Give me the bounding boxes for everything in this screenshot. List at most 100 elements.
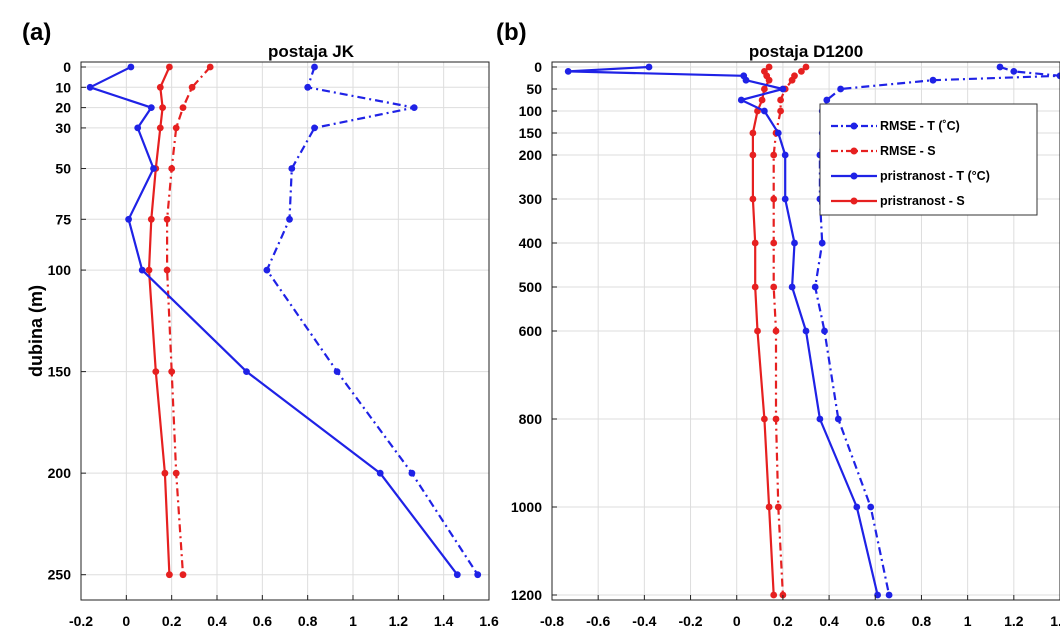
y-tick-label-b: 200 bbox=[519, 147, 543, 163]
data-point-rmse-t-c-a bbox=[311, 63, 318, 71]
data-point-rmse-t-c-b bbox=[1056, 72, 1060, 80]
x-tick-label-a: 1.2 bbox=[389, 613, 409, 629]
data-point-rmse-s-b bbox=[798, 68, 805, 75]
data-point-pristranost-t-c-b bbox=[853, 503, 861, 511]
y-tick-label-a: 200 bbox=[48, 465, 72, 481]
legend-box bbox=[819, 103, 1038, 216]
data-point-pristranost-s-b bbox=[749, 129, 757, 137]
data-point-rmse-s-b bbox=[770, 239, 778, 247]
data-point-rmse-s-b bbox=[770, 195, 778, 203]
data-point-pristranost-s-b bbox=[761, 85, 768, 93]
data-point-rmse-t-c-b bbox=[929, 76, 937, 84]
data-point-pristranost-t-c-b bbox=[781, 195, 789, 203]
data-point-rmse-t-c-b bbox=[996, 63, 1004, 71]
y-tick-label-a: 20 bbox=[55, 100, 71, 116]
data-point-pristranost-t-c-b bbox=[761, 107, 768, 115]
y-axis-label: dubina (m) bbox=[26, 285, 46, 377]
y-tick-label-a: 0 bbox=[63, 59, 71, 75]
data-point-rmse-t-c-b bbox=[821, 327, 828, 335]
data-point-rmse-t-c-a bbox=[311, 124, 318, 132]
data-point-pristranost-s-a bbox=[156, 124, 164, 132]
y-tick-label-b: 600 bbox=[519, 323, 543, 339]
x-tick-label-b: 0 bbox=[733, 613, 741, 629]
panel-label-a: (a) bbox=[22, 19, 51, 46]
data-point-rmse-s-a bbox=[206, 63, 214, 71]
x-tick-label-a: -0.2 bbox=[69, 613, 93, 629]
data-point-rmse-s-a bbox=[163, 215, 171, 223]
data-point-pristranost-s-a bbox=[159, 104, 167, 111]
data-point-pristranost-t-c-b bbox=[774, 129, 782, 137]
data-point-rmse-t-c-a bbox=[474, 571, 482, 579]
data-point-pristranost-s-b bbox=[765, 63, 773, 71]
x-tick-label-b: 0.6 bbox=[866, 613, 886, 629]
ticks-b: -0.8 -0.6 -0.4 -0.2 0 0.2 0.4 0.6 0.8 1 1.2 1.4 0 50 1… bbox=[511, 59, 1060, 629]
data-point-rmse-s-b bbox=[770, 283, 778, 291]
data-point-pristranost-t-c-b bbox=[791, 239, 798, 247]
data-point-pristranost-s-a bbox=[166, 63, 173, 71]
x-tick-label-b: -0.2 bbox=[678, 613, 702, 629]
data-point-pristranost-t-c-b bbox=[816, 415, 824, 423]
x-tick-label-b: 0.2 bbox=[773, 613, 793, 629]
data-point-pristranost-t-c-b bbox=[779, 85, 787, 93]
data-point-rmse-t-c-a bbox=[288, 165, 296, 172]
legend-item-rmse-s: RMSE - S bbox=[831, 144, 936, 158]
data-point-rmse-t-c-b bbox=[837, 85, 844, 93]
data-point-rmse-t-c-b bbox=[834, 415, 842, 423]
chart-title-b: postaja D1200 bbox=[749, 42, 863, 61]
panel-b: (b) postaja D1200 -0.8 -0.6 -0.4 -0.2 0 0.2 0.… bbox=[496, 19, 1060, 629]
y-tick-label-b: 1000 bbox=[511, 499, 542, 515]
y-tick-label-a: 250 bbox=[48, 567, 72, 583]
data-point-rmse-t-c-a bbox=[408, 469, 416, 477]
x-tick-label-a: 0.8 bbox=[298, 613, 318, 629]
data-point-rmse-t-c-b bbox=[823, 96, 831, 104]
data-point-pristranost-s-b bbox=[749, 195, 757, 203]
series-line-rmse-s-b bbox=[772, 66, 807, 596]
x-tick-label-b: -0.4 bbox=[632, 613, 656, 629]
panel-label-b: (b) bbox=[496, 19, 527, 46]
x-tick-label-b: 1.4 bbox=[1050, 613, 1060, 629]
data-point-rmse-s-a bbox=[168, 165, 176, 172]
data-point-rmse-t-c-b bbox=[818, 239, 826, 247]
data-point-rmse-t-c-b bbox=[811, 283, 819, 291]
legend-label-pristranost-s: pristranost - S bbox=[880, 194, 965, 208]
y-tick-label-b: 100 bbox=[519, 103, 543, 119]
series-layer-a bbox=[86, 63, 482, 579]
data-point-pristranost-t-c-b bbox=[802, 327, 810, 335]
data-point-pristranost-t-c-b bbox=[788, 283, 796, 291]
data-point-pristranost-t-c-b bbox=[645, 63, 653, 71]
data-point-rmse-s-a bbox=[188, 83, 196, 91]
data-point-pristranost-s-b bbox=[751, 239, 759, 247]
legend-label-rmse-s: RMSE - S bbox=[880, 144, 936, 158]
x-tick-label-b: -0.6 bbox=[586, 613, 610, 629]
x-tick-label-a: 1.6 bbox=[479, 613, 499, 629]
x-tick-label-b: 0.8 bbox=[912, 613, 932, 629]
data-point-rmse-s-a bbox=[172, 124, 180, 132]
data-point-rmse-t-c-a bbox=[333, 368, 341, 375]
data-point-rmse-s-a bbox=[168, 368, 176, 375]
data-point-rmse-s-b bbox=[774, 503, 782, 511]
y-tick-label-b: 50 bbox=[526, 81, 542, 97]
data-point-rmse-s-b bbox=[802, 63, 810, 71]
data-point-rmse-s-a bbox=[179, 104, 187, 111]
x-tick-label-a: 0.2 bbox=[162, 613, 182, 629]
y-tick-label-b: 1200 bbox=[511, 587, 542, 603]
panel-a: (a) postaja JK dubina (m) -0.2 0 0.2 0.4 0.6… bbox=[22, 19, 499, 629]
data-point-pristranost-s-b bbox=[758, 96, 766, 104]
data-point-rmse-t-c-a bbox=[286, 215, 293, 223]
y-tick-label-a: 10 bbox=[55, 79, 71, 95]
data-point-rmse-s-b bbox=[772, 327, 780, 335]
data-point-pristranost-s-b bbox=[770, 591, 778, 599]
data-point-pristranost-s-b bbox=[749, 151, 757, 159]
data-point-pristranost-t-c-a bbox=[453, 571, 461, 579]
data-point-rmse-s-b bbox=[777, 96, 784, 104]
data-point-rmse-s-b bbox=[772, 415, 780, 423]
data-point-pristranost-t-c-a bbox=[127, 63, 135, 71]
data-point-pristranost-t-c-a bbox=[147, 104, 155, 111]
data-point-pristranost-s-a bbox=[145, 266, 153, 274]
series-line-pristranost-t-c-a bbox=[88, 66, 459, 576]
legend-marker-rmse-t bbox=[850, 122, 858, 130]
x-tick-label-a: 1.4 bbox=[434, 613, 454, 629]
data-point-rmse-t-c-b bbox=[1010, 68, 1018, 75]
